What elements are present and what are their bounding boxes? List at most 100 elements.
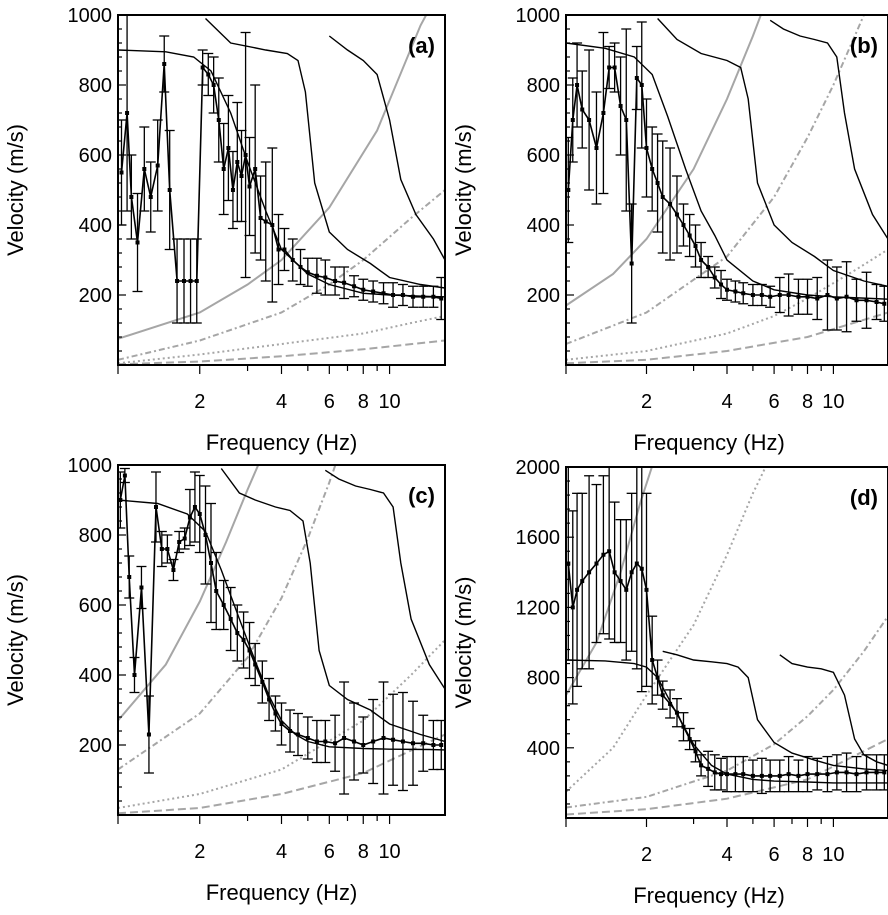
x-tick-label: 8 [358, 391, 369, 413]
x-tick-label: 10 [378, 391, 400, 413]
error-bar [267, 147, 278, 303]
data-point [247, 648, 252, 653]
data-point [127, 575, 132, 579]
data-point [733, 772, 738, 777]
data-point [243, 153, 248, 157]
data-point [431, 743, 436, 747]
y-tick-label: 800 [527, 668, 560, 690]
data-point [167, 188, 172, 192]
data-point [323, 739, 328, 744]
error-bar [647, 126, 658, 212]
error-bar [716, 757, 727, 791]
data-point [759, 773, 764, 778]
error-bar [139, 126, 150, 212]
data-point [786, 293, 791, 297]
error-bar [194, 474, 205, 554]
data-point [267, 697, 272, 702]
data-point [235, 631, 240, 635]
data-point [629, 261, 634, 266]
data-point [253, 167, 258, 171]
data-point [681, 223, 686, 227]
data-point [146, 732, 151, 737]
error-bar [716, 269, 727, 300]
error-bar [690, 740, 701, 763]
error-bar [276, 702, 287, 746]
data-point [211, 83, 216, 87]
data-point [241, 638, 246, 642]
theory-curve-3 [769, 19, 888, 240]
data-point [768, 773, 773, 778]
error-bar [152, 119, 163, 212]
data-point [854, 772, 859, 777]
error-bar [164, 129, 175, 251]
error-bar [747, 283, 758, 307]
error-bar [238, 611, 249, 669]
error-bar [822, 755, 833, 793]
data-point [864, 298, 869, 303]
error-bar [709, 754, 720, 791]
y-tick-label: 1600 [516, 527, 561, 549]
error-bar [703, 750, 714, 788]
y-tick-label: 600 [527, 145, 560, 167]
data-point [118, 498, 123, 502]
error-bar [626, 492, 637, 652]
x-tick-label: 4 [276, 841, 287, 863]
error-bar [143, 695, 154, 774]
error-bar [657, 680, 668, 710]
data-point [634, 76, 639, 80]
guide-curve-2 [118, 189, 445, 361]
error-bar [802, 278, 813, 315]
data-point [815, 772, 820, 777]
data-point [660, 693, 665, 698]
data-point [221, 603, 226, 607]
data-point [342, 280, 347, 285]
data-point [882, 301, 887, 306]
data-point [668, 202, 673, 206]
error-bar [641, 492, 652, 688]
y-axis-label: Velocity (m/s) [3, 124, 28, 256]
error-bar [756, 283, 767, 307]
data-point [796, 294, 801, 299]
data-point [864, 770, 869, 775]
y-tick-label: 1200 [516, 597, 561, 619]
error-bar [179, 527, 190, 550]
error-bar [631, 45, 642, 111]
data-point [135, 240, 140, 245]
error-bar [213, 77, 224, 163]
error-bar [765, 285, 776, 308]
error-bar [684, 727, 695, 751]
error-bar [831, 266, 842, 331]
error-bar [567, 77, 578, 163]
error-bar [604, 45, 615, 90]
error-bar [320, 719, 331, 764]
error-bar [311, 257, 322, 294]
error-bar [765, 759, 776, 793]
error-bar [665, 147, 676, 261]
error-bar [577, 70, 588, 149]
error-bar [609, 42, 620, 93]
data-point [391, 737, 396, 742]
data-point [411, 294, 416, 299]
data-point [844, 294, 849, 299]
error-bar [260, 161, 271, 282]
data-point [208, 561, 213, 565]
error-bar [851, 755, 862, 793]
error-bar [871, 283, 882, 321]
error-bar [168, 558, 179, 582]
y-tick-label: 400 [527, 215, 560, 237]
error-bar [388, 693, 399, 786]
data-point [674, 212, 679, 217]
error-bar [311, 719, 322, 764]
x-tick-label: 4 [721, 391, 732, 413]
error-bar [244, 621, 255, 680]
error-bar [730, 280, 741, 303]
error-bar [320, 259, 331, 296]
error-bar [184, 488, 195, 547]
data-point [273, 711, 278, 716]
x-tick-label: 4 [276, 391, 287, 413]
error-bar [197, 49, 208, 86]
error-bar [738, 755, 749, 793]
error-bar [584, 475, 595, 670]
error-bar [200, 485, 211, 585]
error-bar [861, 754, 872, 791]
